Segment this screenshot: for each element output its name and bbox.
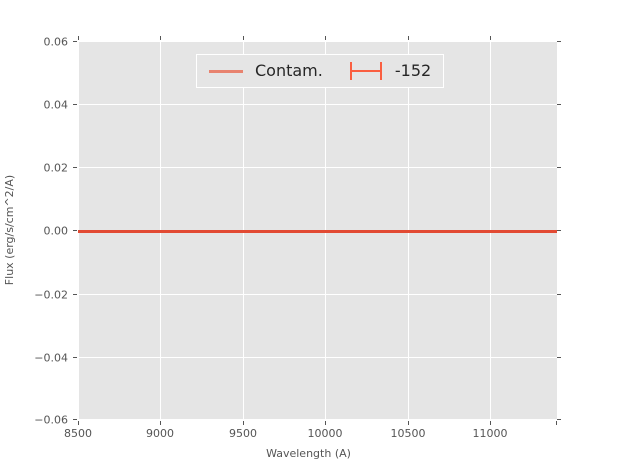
gridline-y-0.02 xyxy=(78,167,557,168)
ytick-mark-0.06 xyxy=(73,41,77,42)
ytick-label-0.04: 0.04 xyxy=(43,98,69,112)
ytick-label-0.06: 0.06 xyxy=(43,35,69,49)
xtick-mark-top-9000 xyxy=(160,36,161,40)
legend-entry-contam: Contam. xyxy=(209,63,323,79)
ytick-mark-right-0.00 xyxy=(557,230,561,231)
ytick-label-0.00: 0.00 xyxy=(43,224,69,238)
ytick-mark-right--0.06 xyxy=(557,419,561,420)
plot-area xyxy=(78,41,557,420)
xtick-mark-10500 xyxy=(408,421,409,425)
x-axis-title: Wavelength (A) xyxy=(266,447,351,460)
xtick-mark-right-edge xyxy=(556,421,557,425)
legend-entry-152: -152 xyxy=(349,62,431,80)
gridline-y-0.06 xyxy=(78,41,557,42)
line-swatch-icon xyxy=(209,69,243,73)
ytick-mark-0.02 xyxy=(73,167,77,168)
ytick-mark-right-0.02 xyxy=(557,167,561,168)
ytick-mark--0.04 xyxy=(73,357,77,358)
legend-label-contam: Contam. xyxy=(255,61,323,80)
y-axis-title: Flux (erg/s/cm^2/A) xyxy=(3,174,16,286)
ytick-mark--0.06 xyxy=(73,419,77,420)
series-line-contam xyxy=(78,230,557,233)
gridline-y-0.04 xyxy=(78,104,557,105)
xtick-label-11000: 11000 xyxy=(472,427,508,440)
ytick-label--0.06: −0.06 xyxy=(34,413,68,427)
xtick-mark-top-10000 xyxy=(325,36,326,40)
xtick-mark-9000 xyxy=(160,421,161,425)
gridline-y--0.06 xyxy=(78,419,557,420)
ytick-label--0.04: −0.04 xyxy=(34,351,68,365)
xtick-mark-top-11000 xyxy=(490,36,491,40)
ytick-mark-right--0.02 xyxy=(557,294,561,295)
xtick-mark-9500 xyxy=(243,421,244,425)
ytick-mark-right-0.06 xyxy=(557,41,561,42)
ytick-mark-0.04 xyxy=(73,104,77,105)
gridline-y--0.02 xyxy=(78,294,557,295)
ytick-label--0.02: −0.02 xyxy=(34,288,68,302)
xtick-mark-10000 xyxy=(325,421,326,425)
xtick-mark-8500 xyxy=(78,421,79,425)
xtick-mark-11000 xyxy=(490,421,491,425)
errorbar-cap-right-icon xyxy=(379,62,382,80)
gridline-y--0.04 xyxy=(78,357,557,358)
ytick-label-0.02: 0.02 xyxy=(43,161,69,175)
errorbar-swatch-icon xyxy=(349,62,383,80)
xtick-mark-top-9500 xyxy=(243,36,244,40)
errorbar-bar-icon xyxy=(349,70,382,72)
xtick-mark-top-8500 xyxy=(78,36,79,40)
ytick-mark-0.00 xyxy=(73,230,77,231)
ytick-mark-right-0.04 xyxy=(557,104,561,105)
xtick-label-9500: 9500 xyxy=(229,427,257,440)
legend-label-152: -152 xyxy=(394,61,432,80)
ytick-mark-right--0.04 xyxy=(557,357,561,358)
xtick-label-8500: 8500 xyxy=(64,427,92,440)
xtick-mark-top-10500 xyxy=(408,36,409,40)
xtick-label-10000: 10000 xyxy=(307,427,343,440)
xtick-label-9000: 9000 xyxy=(146,427,174,440)
ytick-mark--0.02 xyxy=(73,294,77,295)
xtick-label-10500: 10500 xyxy=(390,427,426,440)
chart-legend: Contam. -152 xyxy=(196,54,445,88)
